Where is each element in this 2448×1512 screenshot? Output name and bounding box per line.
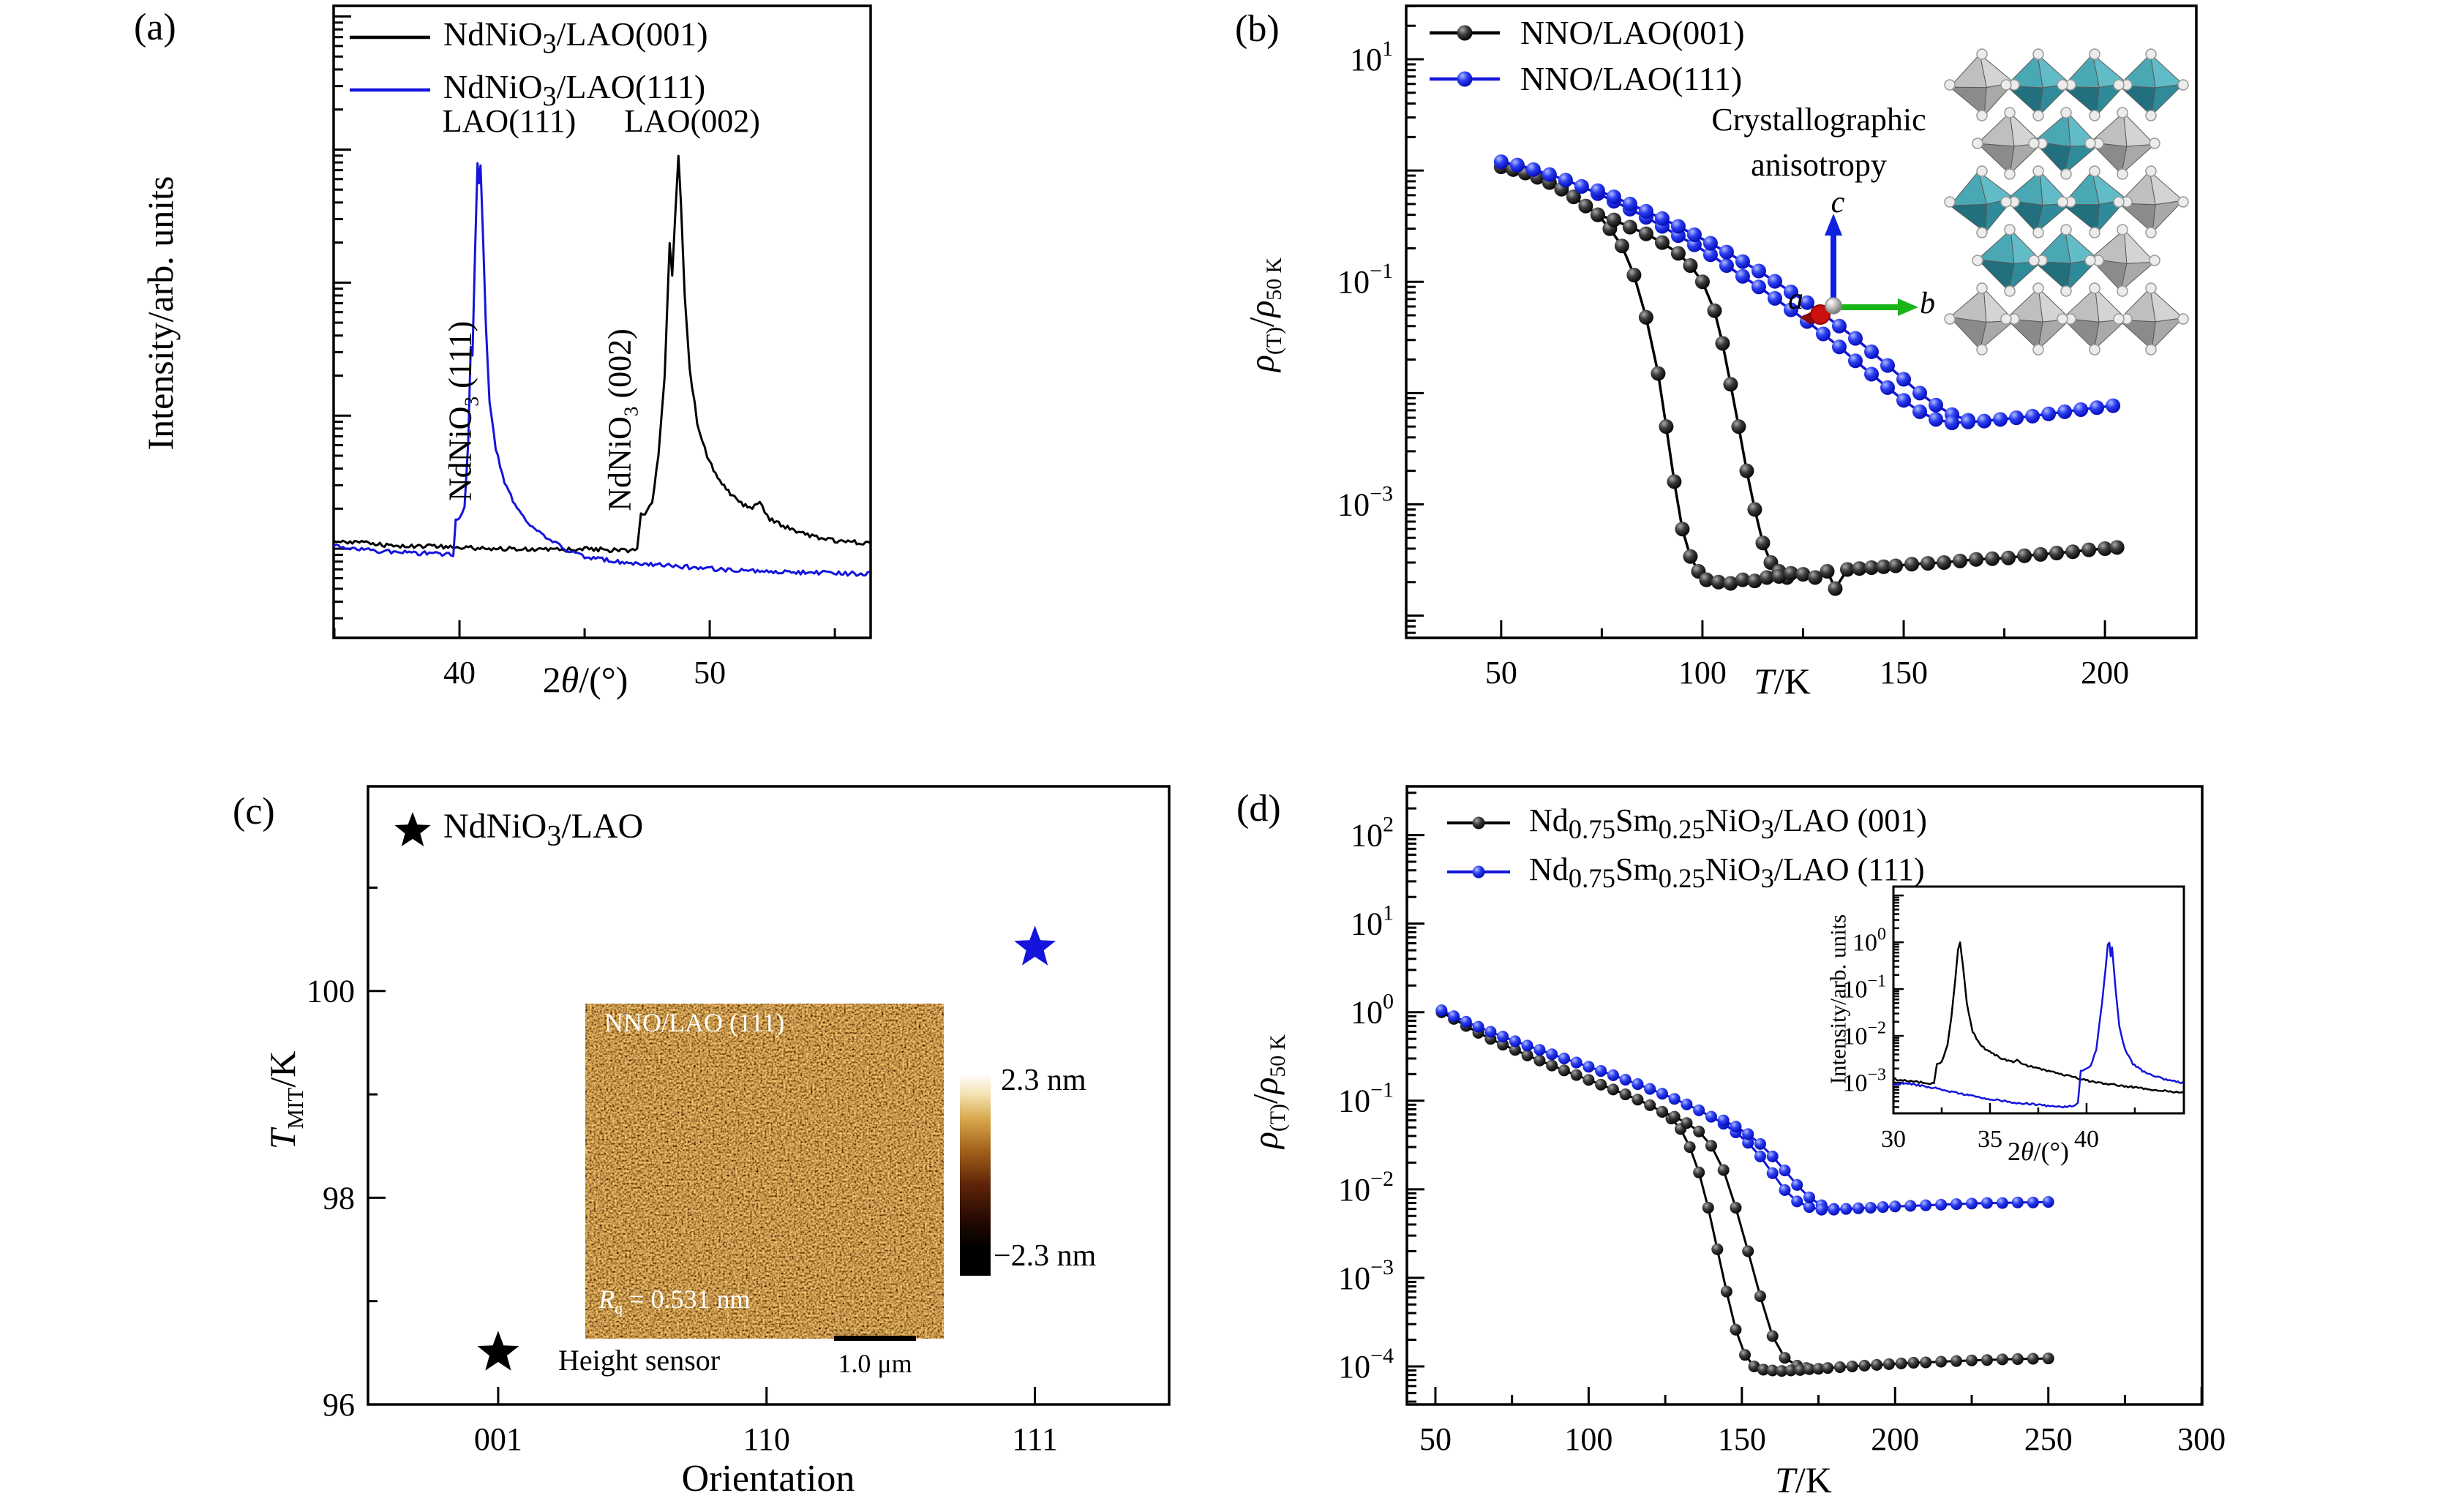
annotation-lao002: LAO(002) — [624, 103, 760, 139]
svg-text:40: 40 — [443, 655, 476, 691]
caption-anisotropy: anisotropy — [1751, 147, 1887, 183]
svg-text:001: 001 — [474, 1421, 522, 1457]
svg-text:96: 96 — [323, 1387, 355, 1423]
svg-text:50: 50 — [694, 655, 726, 691]
svg-text:10−2: 10−2 — [1338, 1167, 1394, 1208]
line-ball-black-icon — [1430, 25, 1500, 40]
svg-text:101: 101 — [1351, 901, 1394, 942]
axis-letter-b: b — [1920, 287, 1935, 320]
yaxis-label-c: TMIT/K — [262, 1050, 308, 1150]
legend-item: NNO/LAO(001) — [1428, 13, 1745, 52]
legend-label: NdNiO3/LAO(111) — [443, 68, 706, 113]
line-ball-blue-icon — [1430, 71, 1500, 86]
legend-label: Nd0.75Sm0.25NiO3/LAO (111) — [1529, 851, 1925, 893]
svg-text:100: 100 — [307, 974, 355, 1009]
yaxis-label-b: ρ(T)/ρ50 K — [1242, 257, 1286, 372]
annotation-lao111: LAO(111) — [442, 103, 577, 139]
afm-title: NNO/LAO (111) — [604, 1008, 785, 1037]
legend-label: Nd0.75Sm0.25NiO3/LAO (001) — [1529, 802, 1927, 844]
legend-item: NdNiO3/LAO(001) — [347, 15, 708, 60]
legend-item: NdNiO3/LAO — [392, 806, 643, 853]
svg-text:100: 100 — [1678, 655, 1727, 691]
crystal-structure-image — [1944, 48, 2189, 356]
svg-text:50: 50 — [1485, 655, 1517, 691]
svg-text:100: 100 — [1564, 1421, 1612, 1457]
panel-c-label: (c) — [233, 791, 275, 832]
legend-item: Nd0.75Sm0.25NiO3/LAO (111) — [1446, 851, 1927, 894]
legend-item: Nd0.75Sm0.25NiO3/LAO (001) — [1446, 802, 1927, 845]
afm-image — [585, 1004, 991, 1341]
svg-text:10−1: 10−1 — [1338, 1078, 1394, 1119]
xaxis-label-d: T/K — [1775, 1459, 1832, 1500]
svg-text:101: 101 — [1350, 37, 1393, 78]
chart-rho_nno: 50 100 150 200 10−3 10−1 101 — [1337, 4, 2198, 691]
annotation-nno111: NdNiO3 (111) — [442, 320, 483, 502]
afm-roughness: Rq = 0.531 nm — [598, 1285, 751, 1318]
svg-text:10−1: 10−1 — [1842, 972, 1886, 1004]
svg-text:102: 102 — [1351, 813, 1394, 854]
scale-bar — [834, 1336, 916, 1341]
axis-letter-a: a — [1788, 282, 1803, 316]
inset-xaxis-label-d: 2θ/(°) — [2007, 1137, 2070, 1166]
svg-text:111: 111 — [1012, 1421, 1058, 1457]
svg-text:10−4: 10−4 — [1338, 1344, 1394, 1385]
panel-b-label: (b) — [1235, 8, 1280, 50]
svg-text:98: 98 — [323, 1180, 355, 1216]
xaxis-label-a: 2θ/(°) — [542, 659, 628, 700]
legend-label: NNO/LAO(111) — [1520, 60, 1743, 97]
xaxis-label-b: T/K — [1754, 661, 1811, 702]
svg-text:30: 30 — [1881, 1126, 1906, 1153]
svg-text:10−3: 10−3 — [1337, 481, 1393, 522]
caption-crystallographic: Crystallographic — [1711, 102, 1926, 138]
afm-colorbar — [960, 1074, 991, 1276]
line-swatch-black-icon — [350, 35, 430, 40]
legend-a: NdNiO3/LAO(001) NdNiO3/LAO(111) — [347, 15, 708, 113]
svg-text:10−3: 10−3 — [1338, 1255, 1394, 1296]
svg-text:40: 40 — [2074, 1126, 2099, 1153]
panel-a-label: (a) — [134, 7, 176, 48]
svg-text:200: 200 — [2081, 655, 2129, 691]
line-ball-blue-icon — [1447, 865, 1510, 879]
afm-sensor-label: Height sensor — [558, 1344, 721, 1377]
legend-label: NdNiO3/LAO(001) — [443, 15, 708, 60]
legend-label: NdNiO3/LAO — [443, 807, 644, 852]
line-swatch-blue-icon — [350, 89, 430, 92]
yaxis-label-d: ρ(T)/ρ50 K — [1246, 1034, 1290, 1149]
svg-text:200: 200 — [1871, 1421, 1919, 1457]
legend-b: NNO/LAO(001) NNO/LAO(111) — [1428, 13, 1745, 98]
svg-text:110: 110 — [743, 1421, 790, 1457]
legend-c: NdNiO3/LAO — [392, 806, 643, 853]
svg-text:10−1: 10−1 — [1337, 259, 1393, 300]
xaxis-label-c: Orientation — [681, 1458, 855, 1500]
svg-text:100: 100 — [1852, 925, 1886, 957]
chart-rho_nsno: 50 100 150 200 250 300 10−4 10−3 10−2 10−1 100 101 1… — [1338, 785, 2226, 1457]
annotation-nno002: NdNiO3 (002) — [601, 328, 642, 511]
colorbar-max-label: 2.3 nm — [1001, 1064, 1086, 1097]
afm-scalebar-label: 1.0 μm — [838, 1349, 912, 1378]
svg-text:50: 50 — [1419, 1421, 1452, 1457]
inset-yaxis-label-d: Intensity/arb. units — [1825, 914, 1851, 1085]
svg-text:150: 150 — [1718, 1421, 1766, 1457]
legend-d: Nd0.75Sm0.25NiO3/LAO (001) Nd0.75Sm0.25N… — [1446, 802, 1927, 894]
chart-tmit: 001 110 111 96 98 100 — [307, 785, 1171, 1457]
svg-text:250: 250 — [2024, 1421, 2073, 1457]
colorbar-min-label: −2.3 nm — [994, 1239, 1097, 1273]
chart-xrd_main: 40 50 — [332, 4, 872, 691]
yaxis-label-a: Intensity/arb. units — [140, 176, 181, 451]
line-ball-black-icon — [1447, 816, 1510, 830]
axis-letter-c: c — [1831, 186, 1845, 219]
legend-item: NNO/LAO(111) — [1428, 59, 1745, 98]
star-icon — [394, 811, 431, 846]
legend-item: NdNiO3/LAO(111) — [347, 67, 708, 113]
crystal-axes-triad — [1800, 214, 1918, 325]
svg-text:35: 35 — [1978, 1126, 2002, 1153]
svg-text:300: 300 — [2177, 1421, 2226, 1457]
svg-text:150: 150 — [1880, 655, 1928, 691]
legend-label: NNO/LAO(001) — [1520, 14, 1745, 51]
svg-text:100: 100 — [1351, 990, 1394, 1031]
panel-d-label: (d) — [1236, 788, 1281, 830]
